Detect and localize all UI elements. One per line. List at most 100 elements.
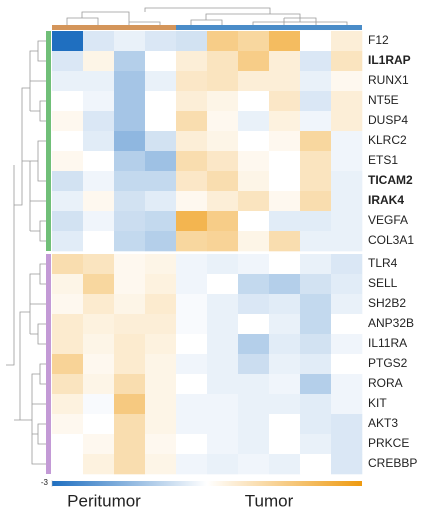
heatmap-cell	[331, 31, 363, 52]
heatmap-cell	[238, 334, 270, 355]
heatmap-cell	[300, 294, 332, 315]
heatmap-cell	[176, 171, 208, 192]
heatmap-cell	[114, 334, 146, 355]
color-scale-tick-label: -3	[41, 478, 49, 487]
heatmap-cell	[331, 394, 363, 415]
row-label: KLRC2	[368, 133, 407, 147]
heatmap-cell	[83, 254, 115, 275]
heatmap-cell	[331, 294, 363, 315]
heatmap-cell	[269, 254, 301, 275]
heatmap-cell	[238, 434, 270, 455]
heatmap-cell	[269, 294, 301, 315]
heatmap-cell	[207, 354, 239, 375]
heatmap-cell	[269, 151, 301, 172]
heatmap-cell	[145, 51, 177, 72]
row-label: ETS1	[368, 153, 398, 167]
row-dendrogram	[6, 40, 46, 465]
heatmap-cell	[145, 191, 177, 212]
heatmap-cell	[176, 394, 208, 415]
heatmap-cell	[145, 131, 177, 152]
heatmap-cell	[52, 171, 84, 192]
heatmap-cell	[52, 274, 84, 295]
heatmap-cell	[83, 414, 115, 435]
heatmap-cell	[52, 354, 84, 375]
heatmap-cell	[207, 191, 239, 212]
row-label: AKT3	[368, 416, 398, 430]
heatmap-cell	[145, 171, 177, 192]
heatmap-cell	[52, 231, 84, 252]
heatmap-cell	[238, 374, 270, 395]
heatmap-cell	[145, 111, 177, 132]
heatmap-cell	[300, 91, 332, 112]
heatmap-cell	[83, 151, 115, 172]
row-label: TICAM2	[368, 173, 413, 187]
row-label: PRKCE	[368, 436, 409, 450]
heatmap-cell	[300, 131, 332, 152]
heatmap-cell	[145, 91, 177, 112]
heatmap-cell	[114, 434, 146, 455]
heatmap-cell	[269, 454, 301, 475]
heatmap-cell	[269, 91, 301, 112]
heatmap-cell	[176, 454, 208, 475]
heatmap-cell	[238, 71, 270, 92]
heatmap-cell	[300, 374, 332, 395]
heatmap-cell	[238, 254, 270, 275]
heatmap-cell	[145, 71, 177, 92]
heatmap-cell	[238, 414, 270, 435]
row-label: DUSP4	[368, 113, 408, 127]
heatmap-cell	[207, 51, 239, 72]
heatmap-cell	[331, 274, 363, 295]
heatmap-cell	[114, 374, 146, 395]
color-bar	[52, 481, 362, 486]
heatmap-cell	[145, 294, 177, 315]
heatmap-cell	[114, 294, 146, 315]
heatmap-cell	[176, 31, 208, 52]
heatmap-cell	[114, 231, 146, 252]
heatmap-cell	[269, 314, 301, 335]
heatmap-cell	[83, 71, 115, 92]
heatmap-cell	[331, 414, 363, 435]
heatmap-cell	[331, 354, 363, 375]
heatmap-cell	[300, 71, 332, 92]
heatmap-cell	[269, 274, 301, 295]
heatmap-cell	[176, 334, 208, 355]
heatmap-cell	[300, 151, 332, 172]
heatmap-cell	[114, 31, 146, 52]
row-label: PTGS2	[368, 356, 408, 370]
heatmap-cell	[300, 314, 332, 335]
heatmap-cell	[176, 71, 208, 92]
heatmap-cell	[52, 211, 84, 232]
heatmap-cell	[238, 51, 270, 72]
heatmap-cell	[207, 111, 239, 132]
heatmap-cell	[300, 254, 332, 275]
row-label: SELL	[368, 276, 398, 290]
heatmap-cell	[83, 314, 115, 335]
heatmap-cell	[114, 71, 146, 92]
heatmap-cell	[145, 231, 177, 252]
heatmap-cell	[83, 131, 115, 152]
row-label: TLR4	[368, 256, 398, 270]
heatmap-cell	[331, 314, 363, 335]
heatmap-cell	[176, 191, 208, 212]
heatmap-cell	[145, 374, 177, 395]
heatmap-cell	[52, 454, 84, 475]
heatmap-cell	[331, 231, 363, 252]
heatmap-cell	[207, 171, 239, 192]
heatmap-cell	[207, 254, 239, 275]
heatmap-cell	[145, 394, 177, 415]
heatmap-cell	[300, 414, 332, 435]
heatmap-cell	[176, 131, 208, 152]
heatmap-cell	[300, 111, 332, 132]
heatmap-cell	[114, 414, 146, 435]
heatmap-cell	[176, 211, 208, 232]
row-label: IL1RAP	[368, 53, 411, 67]
heatmap-cell	[238, 111, 270, 132]
heatmap-cell	[238, 354, 270, 375]
heatmap-cell	[114, 274, 146, 295]
row-label: KIT	[368, 396, 387, 410]
heatmap-cell	[300, 211, 332, 232]
heatmap-cell	[83, 354, 115, 375]
heatmap-cell	[176, 254, 208, 275]
heatmap-cell	[83, 171, 115, 192]
heatmap-cell	[207, 314, 239, 335]
